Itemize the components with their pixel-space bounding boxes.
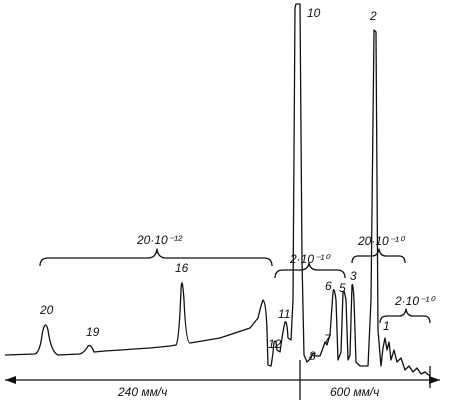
bracket [379,308,431,324]
peak-label: 16 [175,261,189,275]
peak-label: 5 [339,281,346,295]
peak-label: 1 [383,319,390,333]
peak-label: 3 [350,269,357,283]
bracket [39,248,273,267]
peak-label: 12 [268,337,282,351]
peak-label: 8 [309,349,316,363]
peak-label: 19 [86,325,100,339]
bracket-label: 2·10⁻¹⁰ [289,252,331,266]
bracket-label: 2·10⁻¹⁰ [394,294,436,308]
bracket-label: 20·10⁻¹² [136,233,183,247]
bracket [274,262,346,279]
bracket [351,248,406,264]
peak-label: 11 [278,307,290,321]
bracket-label: 20·10⁻¹⁰ [357,234,406,248]
peak-label: 6 [325,279,332,293]
speed-label: 240 мм/ч [117,385,167,399]
speed-label: 600 мм/ч [330,385,379,399]
trace [4,3,431,377]
peak-label: 20 [39,303,54,317]
peak-label: 2 [369,9,377,23]
peak-label: 10 [307,6,321,20]
peak-label: 7 [324,332,332,346]
